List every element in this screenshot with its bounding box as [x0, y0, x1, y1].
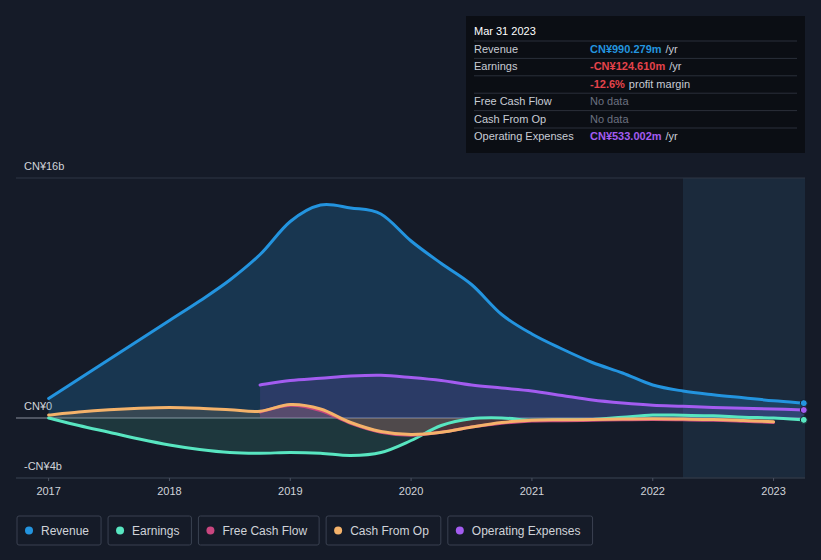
grid-line: [16, 178, 805, 179]
legend-label: Free Cash Flow: [222, 524, 307, 538]
series-line: [49, 204, 804, 403]
legend-box: [17, 516, 101, 545]
end-marker: [800, 416, 807, 423]
tooltip-label: Earnings: [474, 60, 518, 72]
tooltip-separator: [474, 75, 797, 76]
tooltip-value: CN¥990.279m: [590, 43, 662, 55]
tooltip-suffix: /yr: [666, 130, 679, 142]
highlight-band: [683, 178, 805, 478]
tooltip-separator: [474, 110, 797, 111]
legend-box: [448, 516, 593, 545]
legend-item: Operating Expenses: [448, 516, 593, 545]
legend-box: [108, 516, 191, 545]
tooltip-separator: [474, 41, 797, 42]
tooltip-separator: [474, 128, 797, 129]
x-tick: [169, 478, 170, 481]
legend-swatch: [116, 527, 124, 535]
x-tick-label: 2021: [520, 485, 544, 497]
tooltip-row: CN¥533.002m/yr: [590, 130, 678, 142]
legend-swatch: [456, 527, 464, 535]
tooltip-separator: [474, 58, 797, 59]
tooltip-date: Mar 31 2023: [474, 25, 536, 37]
tooltip-row: CN¥990.279m/yr: [590, 43, 678, 55]
tooltip-suffix: /yr: [666, 43, 679, 55]
x-tick-label: 2022: [641, 485, 665, 497]
x-tick: [773, 478, 774, 481]
grid-line: [16, 478, 805, 479]
legend-label: Revenue: [41, 524, 89, 538]
tooltip-box: [466, 16, 805, 153]
x-tick: [411, 478, 412, 481]
legend-box: [326, 516, 441, 545]
tooltip-row: -12.6% profit margin: [590, 78, 690, 90]
end-marker: [800, 407, 807, 414]
chart: -CN¥4b CN¥0 CN¥16b 2017 2018 2019 2020 2021 2022…: [0, 0, 821, 560]
x-tick-label: 2017: [36, 485, 60, 497]
x-axis-line: [16, 478, 805, 479]
y-tick-label: CN¥0: [24, 400, 52, 412]
series-area: [49, 204, 804, 418]
legend-swatch: [25, 527, 33, 535]
legend-label: Earnings: [132, 524, 179, 538]
legend-swatch: [206, 527, 214, 535]
x-tick: [290, 478, 291, 481]
tooltip-value: -CN¥124.610m: [590, 60, 665, 72]
y-tick-label: CN¥16b: [24, 160, 64, 172]
tooltip-value: CN¥533.002m: [590, 130, 662, 142]
tooltip-value: No data: [590, 113, 629, 125]
x-tick-label: 2020: [399, 485, 423, 497]
background: [0, 0, 821, 560]
tooltip-value: -12.6%: [590, 78, 625, 90]
legend-swatch: [334, 527, 342, 535]
tooltip-label: Operating Expenses: [474, 130, 574, 142]
legend-item: Cash From Op: [326, 516, 441, 545]
tooltip-separator: [474, 93, 797, 94]
x-tick-label: 2018: [157, 485, 181, 497]
x-tick: [531, 478, 532, 481]
plot-area: [49, 204, 804, 455]
tooltip-label: Free Cash Flow: [474, 95, 552, 107]
tooltip-suffix: profit margin: [629, 78, 690, 90]
x-tick: [652, 478, 653, 481]
x-tick: [48, 478, 49, 481]
tooltip-row: No data: [590, 95, 629, 107]
legend-item: Free Cash Flow: [198, 516, 319, 545]
legend-label: Cash From Op: [350, 524, 429, 538]
tooltip-suffix: /yr: [669, 60, 682, 72]
end-marker: [800, 400, 807, 407]
x-tick-label: 2019: [278, 485, 302, 497]
y-tick-label: -CN¥4b: [24, 460, 62, 472]
tooltip-row: -CN¥124.610m/yr: [590, 60, 682, 72]
legend-label: Operating Expenses: [472, 524, 581, 538]
legend-item: Earnings: [108, 516, 191, 545]
tooltip-value: No data: [590, 95, 629, 107]
tooltip-row: No data: [590, 113, 629, 125]
series-line: [260, 375, 804, 410]
series-line: [49, 404, 774, 434]
legend-item: Revenue: [17, 516, 101, 545]
legend-box: [198, 516, 319, 545]
tooltip-label: Revenue: [474, 43, 518, 55]
tooltip-label: Cash From Op: [474, 113, 546, 125]
x-tick-label: 2023: [761, 485, 785, 497]
